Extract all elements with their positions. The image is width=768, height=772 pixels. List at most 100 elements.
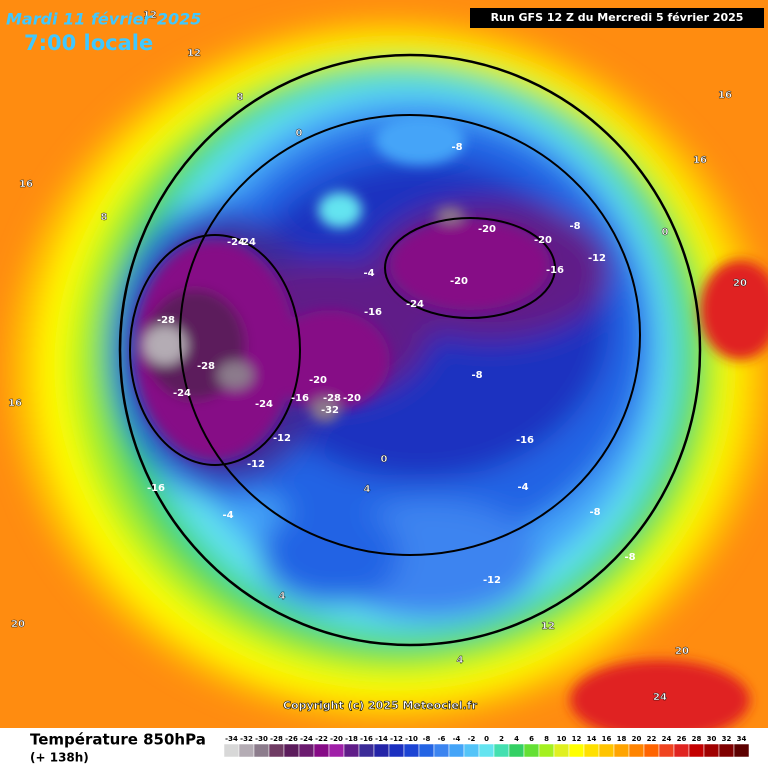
colorbar-label: 30	[707, 735, 717, 743]
date: Mardi 11 février 2025	[6, 10, 201, 29]
contour-label: -8	[471, 370, 482, 381]
colorbar-label: -4	[453, 735, 461, 743]
colorbar-label: -30	[255, 735, 268, 743]
contour-label: 16	[19, 179, 33, 190]
copyright: Copyright (c) 2025 Meteociel.fr	[283, 699, 478, 712]
contour-label: -24	[227, 237, 245, 248]
contour-label: -28	[157, 315, 175, 326]
colorbar-label: 18	[617, 735, 627, 743]
colorbar-label: -12	[390, 735, 403, 743]
footer-title: Température 850hPa	[30, 731, 206, 749]
colorbar-label: 10	[557, 735, 567, 743]
color-swatch	[478, 743, 495, 758]
contour-label: -24	[406, 299, 424, 310]
color-swatch	[433, 743, 450, 758]
color-swatch	[493, 743, 510, 758]
color-swatch	[703, 743, 720, 758]
contour-label: 24	[653, 692, 667, 703]
colorbar-label: 8	[544, 735, 549, 743]
colorbar-label: -18	[345, 735, 358, 743]
contour-label: -28	[197, 361, 215, 372]
contour-label: -12	[273, 433, 291, 444]
contour-label: -24	[173, 388, 191, 399]
colorbar-label: 16	[602, 735, 612, 743]
contour-label: 0	[296, 128, 303, 139]
color-swatch	[298, 743, 315, 758]
color-swatch	[238, 743, 255, 758]
contour-label: -28	[323, 393, 341, 404]
colorbar-label: -20	[330, 735, 343, 743]
contour-label: -20	[450, 276, 468, 287]
contour-label: 20	[675, 646, 689, 657]
color-swatch	[403, 743, 420, 758]
contour-label: -4	[222, 510, 233, 521]
colorbar-label: 12	[572, 735, 582, 743]
colorbar-label: -24	[300, 735, 313, 743]
contour-label: 20	[11, 619, 25, 630]
contour-label: 16	[8, 398, 22, 409]
color-swatch	[358, 743, 375, 758]
color-swatch	[583, 743, 600, 758]
contour-label: -8	[624, 552, 635, 563]
run: Run GFS 12 Z du Mercredi 5 février 2025	[491, 11, 744, 24]
color-swatch	[553, 743, 570, 758]
colorbar-label: 24	[662, 735, 672, 743]
colorbar-label: 0	[484, 735, 489, 743]
contour-label: 4	[279, 591, 286, 602]
contour-label: 12	[187, 48, 201, 59]
contour-label: -20	[534, 235, 552, 246]
contour-label: -20	[343, 393, 361, 404]
contour-label: 8	[101, 212, 108, 223]
colorbar-label: -34	[225, 735, 238, 743]
colorbar-label: 32	[722, 735, 732, 743]
contour-label: -8	[451, 142, 462, 153]
footer-lead: (+ 138h)	[30, 751, 89, 765]
colorbar-label: 4	[514, 735, 519, 743]
contour-label: 12	[143, 10, 157, 21]
contour-label: -12	[483, 575, 501, 586]
colorbar-label: 14	[587, 735, 597, 743]
temperature-field: -28 -28 -28 -24 -24 -24 -24 -20 -20 -20 -20 -16 -16 -…	[0, 0, 768, 728]
color-swatch	[643, 743, 660, 758]
run-box	[470, 8, 764, 28]
color-swatch	[463, 743, 480, 758]
contour-label: -32	[321, 405, 339, 416]
color-swatch	[268, 743, 285, 758]
color-swatch	[328, 743, 345, 758]
contour-label: -16	[291, 393, 309, 404]
contour-label: -8	[569, 221, 580, 232]
contour-label: 0	[662, 227, 669, 238]
colorbar-label: 34	[737, 735, 747, 743]
colorbar-label: 2	[499, 735, 504, 743]
contour-label: 4	[457, 655, 464, 666]
contour-labels: -28 -28 -28 -24 -24 -24 -24 -20 -20 -20 -20 -16 -16 -…	[8, 10, 747, 703]
contour-label: -8	[589, 507, 600, 518]
contour-label: -24	[255, 399, 273, 410]
color-swatch	[223, 743, 240, 758]
contour-label: 4	[364, 484, 371, 495]
contour-label: -20	[478, 224, 496, 235]
colorbar-label: -26	[285, 735, 298, 743]
color-swatch	[373, 743, 390, 758]
contour-label: 20	[733, 278, 747, 289]
color-swatch	[673, 743, 690, 758]
colorbar-label: -10	[405, 735, 418, 743]
contour-label: -16	[546, 265, 564, 276]
colorbar-label: -32	[240, 735, 253, 743]
contour-label: -16	[364, 307, 382, 318]
color-swatch	[388, 743, 405, 758]
colorbar-label: -6	[438, 735, 446, 743]
contour-label: -16	[516, 435, 534, 446]
color-swatch	[613, 743, 630, 758]
colorbar-label: -22	[315, 735, 328, 743]
colorbar-label: 26	[677, 735, 687, 743]
color-swatch	[343, 743, 360, 758]
color-swatch	[598, 743, 615, 758]
contour-label: 16	[718, 90, 732, 101]
colorbar: -34 -32 -30 -28 -26 -24 -22 -20 -18 -16 -14 -12 -10-…	[223, 735, 750, 758]
contour-label: 12	[541, 621, 555, 632]
color-swatch	[688, 743, 705, 758]
color-swatch	[718, 743, 735, 758]
contour-label: -12	[247, 459, 265, 470]
